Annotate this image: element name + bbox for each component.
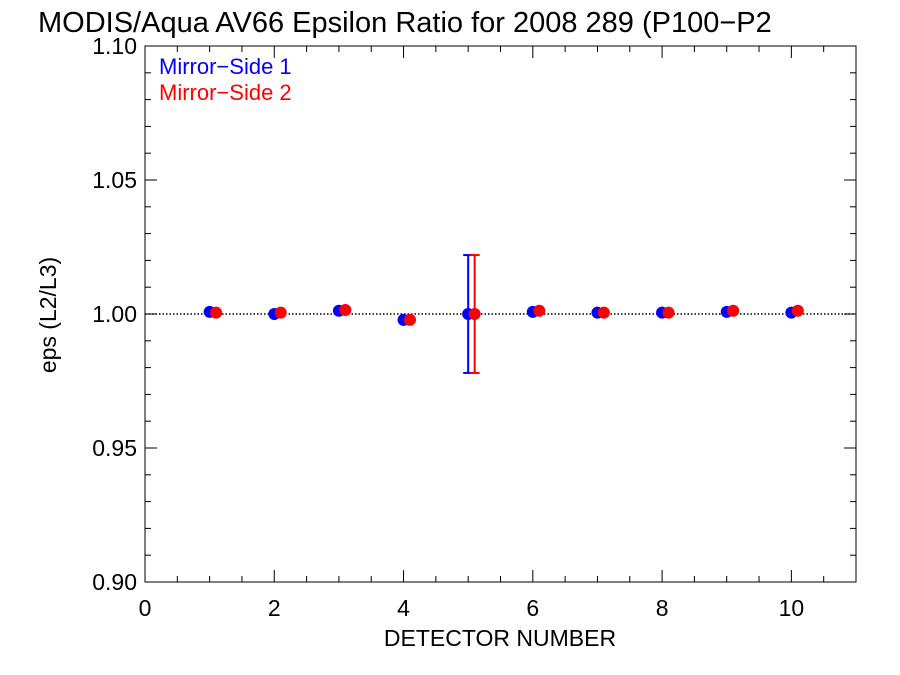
x-tick-label: 10 [779,595,805,621]
y-axis-label: eps (L2/L3) [35,257,61,373]
x-tick-label: 2 [268,595,281,621]
legend-entry-series-1: Mirror−Side 1 [159,54,292,79]
y-tick-label: 1.10 [92,33,137,59]
y-tick-label: 0.95 [92,435,137,461]
data-point-series-2 [597,306,610,319]
data-point-series-2 [533,304,546,317]
legend-entry-series-2: Mirror−Side 2 [159,80,292,105]
y-tick-label: 1.00 [92,301,137,327]
data-point-series-2 [468,308,481,320]
data-point-series-2 [274,306,287,319]
data-point-series-2 [404,313,417,326]
data-point-series-2 [662,306,675,319]
x-tick-label: 8 [656,595,669,621]
x-axis-label: DETECTOR NUMBER [384,625,616,651]
x-tick-label: 4 [397,595,410,621]
x-tick-label: 0 [139,595,152,621]
data-point-series-2 [791,304,804,317]
data-point-series-2 [727,304,740,317]
y-tick-label: 0.90 [92,569,137,595]
y-tick-label: 1.05 [92,167,137,193]
x-tick-label: 6 [526,595,539,621]
chart-title: MODIS/Aqua AV66 Epsilon Ratio for 2008 2… [38,7,772,39]
data-point-series-2 [210,306,223,319]
plot-frame [144,45,857,583]
data-point-series-2 [339,303,352,316]
plot-area: 0 2 4 6 8 10 0.90 0.95 1.00 1.05 1.10 [92,33,857,621]
